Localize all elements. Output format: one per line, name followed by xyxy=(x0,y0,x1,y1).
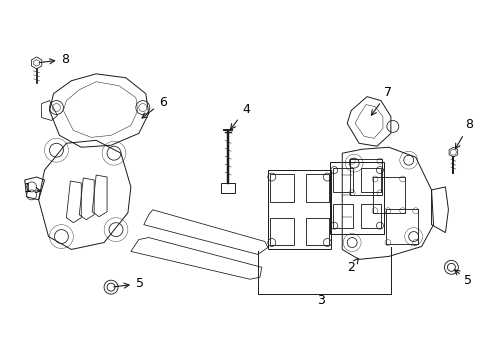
Text: 2: 2 xyxy=(347,258,358,274)
Text: 8: 8 xyxy=(455,118,473,149)
Text: 3: 3 xyxy=(318,294,325,307)
Text: 5: 5 xyxy=(455,270,472,287)
Text: 5: 5 xyxy=(114,277,144,290)
Text: 8: 8 xyxy=(39,53,70,66)
Text: 4: 4 xyxy=(231,103,250,129)
Text: 6: 6 xyxy=(142,95,167,118)
Text: 7: 7 xyxy=(371,86,392,115)
Text: 1: 1 xyxy=(24,182,41,195)
